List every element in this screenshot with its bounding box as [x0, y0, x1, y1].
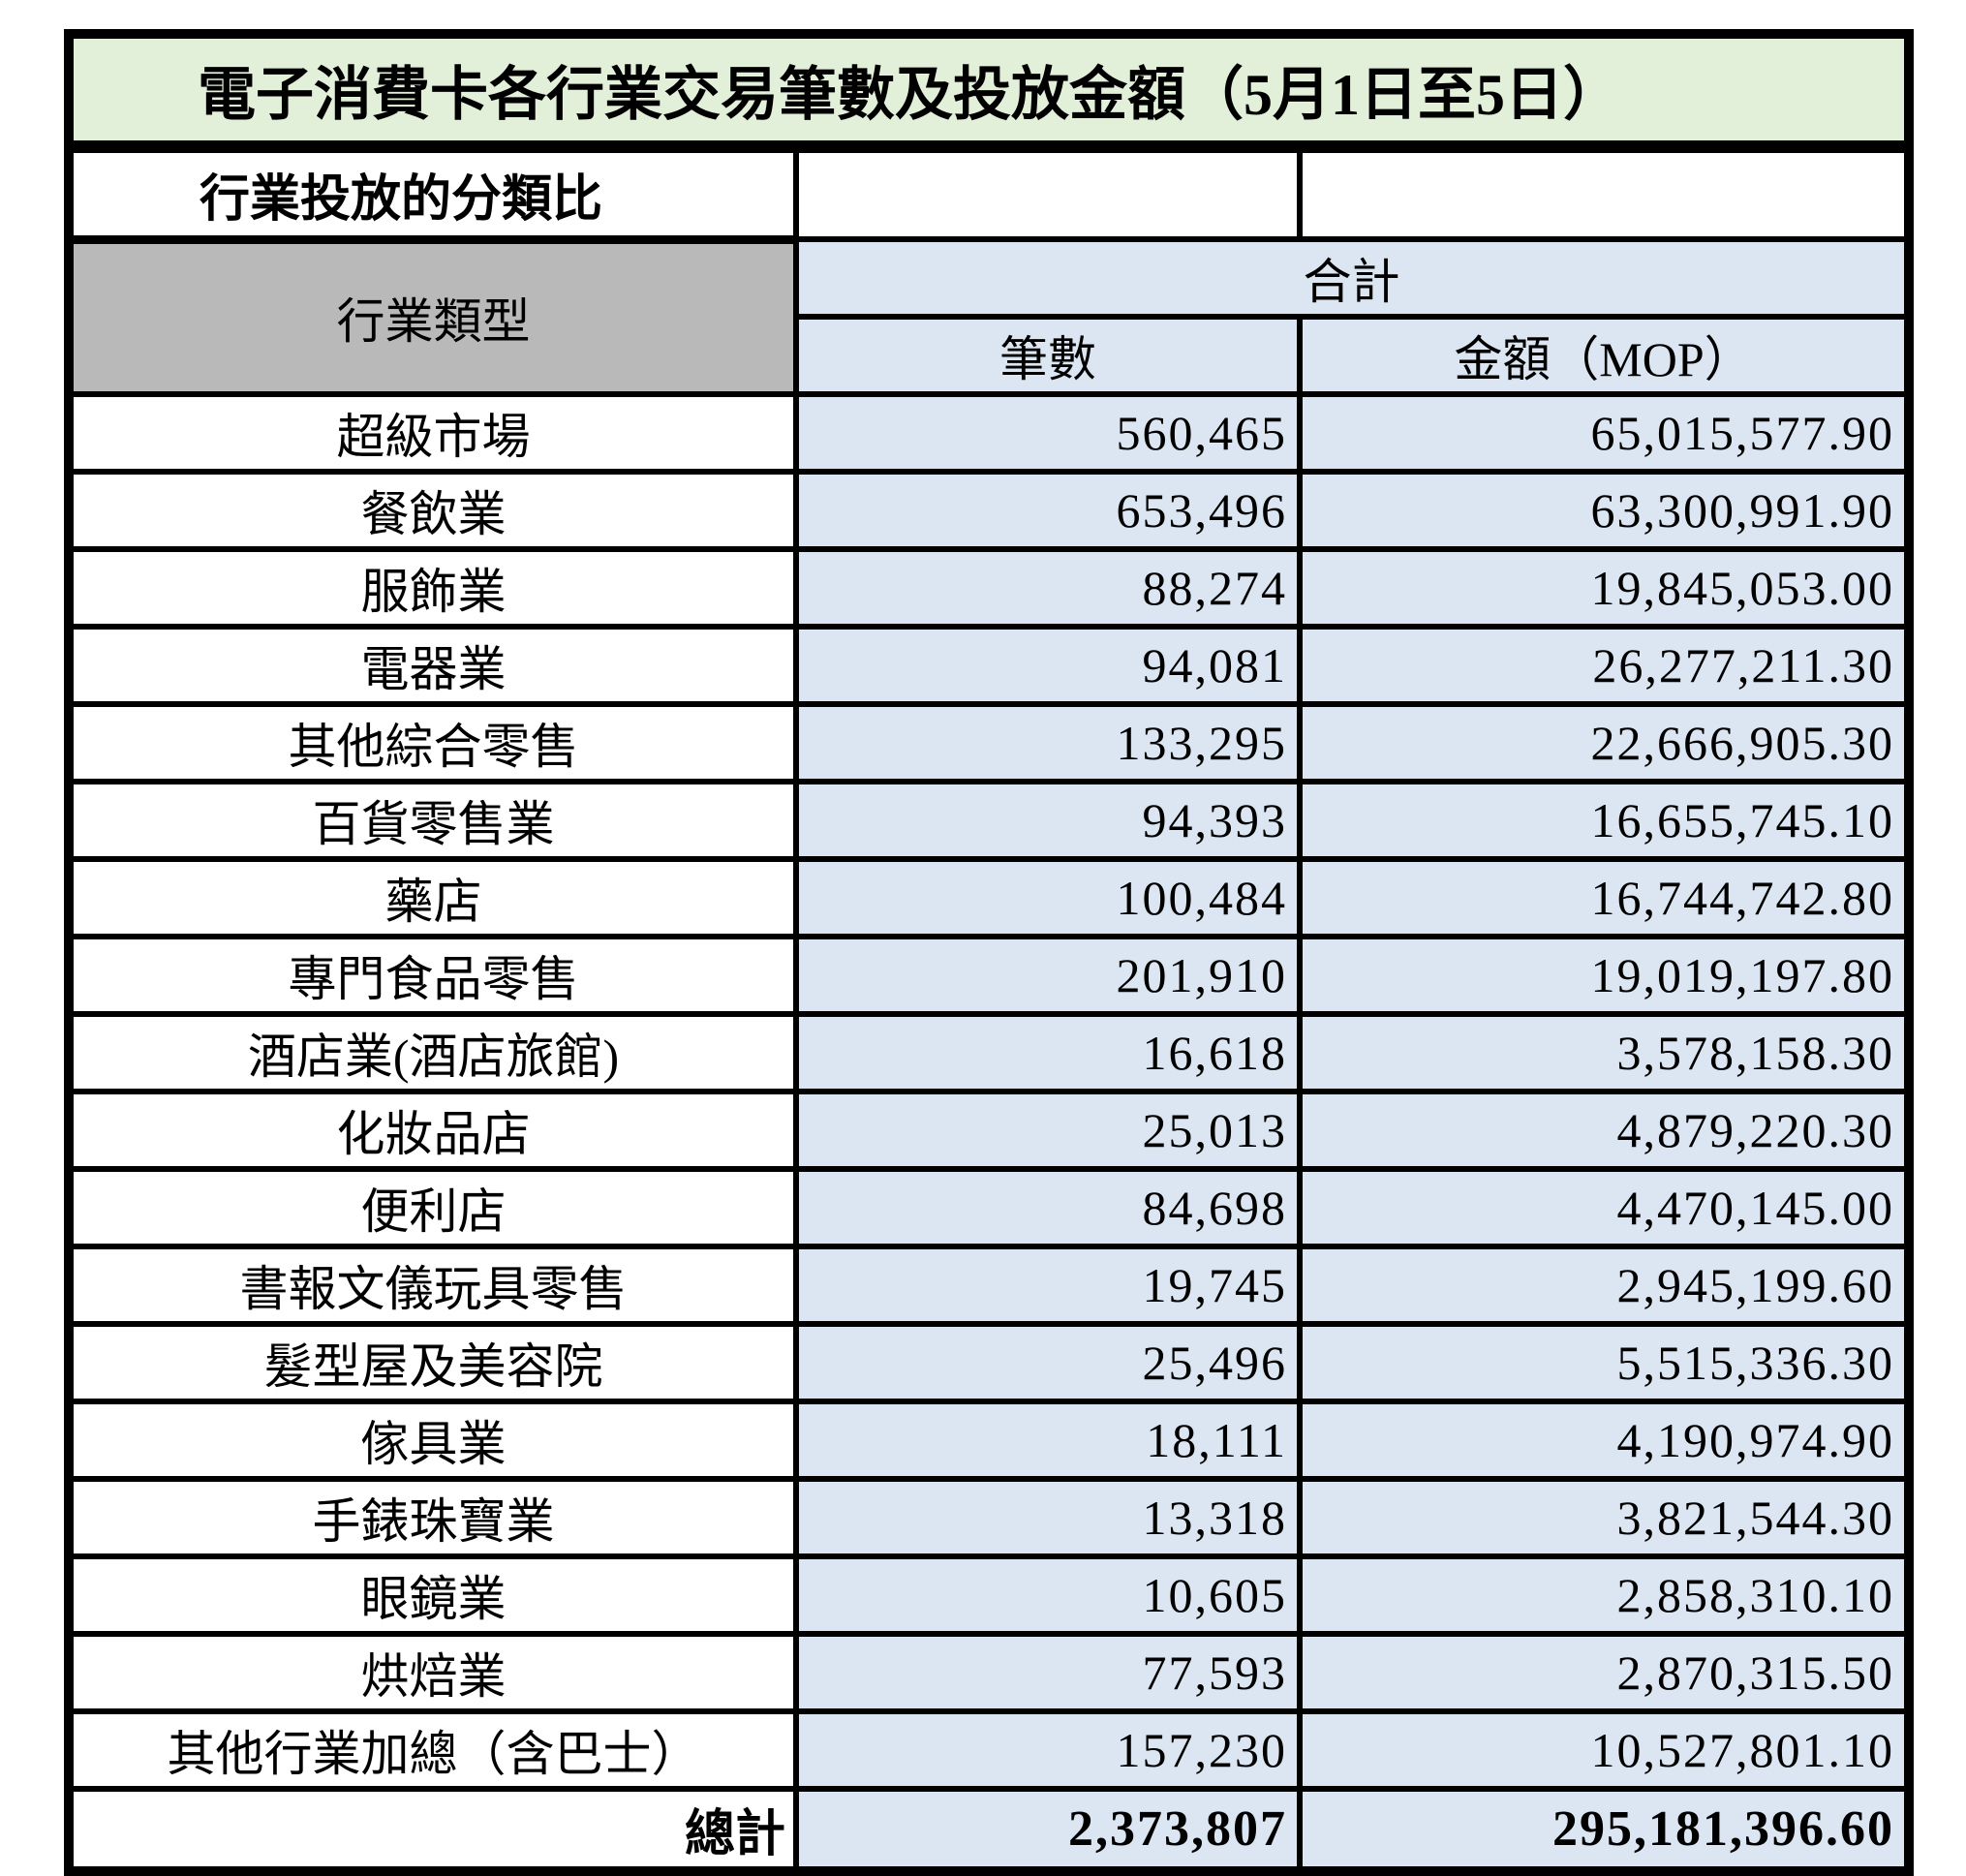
industry-name-cell: 烘焙業: [66, 1631, 799, 1714]
amount-value-cell: 2,858,310.10: [1296, 1553, 1913, 1637]
table-row: 電器業 94,081 26,277,211.30: [66, 624, 1913, 707]
table-row: 專門食品零售 201,910 19,019,197.80: [66, 934, 1913, 1017]
amount-value-cell: 3,578,158.30: [1296, 1011, 1913, 1094]
count-value-cell: 88,274: [793, 546, 1303, 630]
count-value-cell: 25,496: [793, 1321, 1303, 1404]
amount-value-cell: 10,527,801.10: [1296, 1708, 1913, 1792]
table-row: 餐飲業 653,496 63,300,991.90: [66, 469, 1913, 552]
amount-value-cell: 4,879,220.30: [1296, 1089, 1913, 1172]
count-value-cell: 16,618: [793, 1011, 1303, 1094]
industry-name-cell: 藥店: [66, 856, 799, 939]
industry-name-cell: 傢具業: [66, 1399, 799, 1482]
empty-cell: [1296, 143, 1913, 242]
amount-value-cell: 16,655,745.10: [1296, 779, 1913, 862]
industry-name-cell: 便利店: [66, 1166, 799, 1249]
section-row: 行業投放的分類比: [66, 143, 1913, 244]
industry-name-cell: 其他綜合零售: [66, 701, 799, 784]
table-row: 其他行業加總（含巴士） 157,230 10,527,801.10: [66, 1708, 1913, 1792]
amount-value-cell: 63,300,991.90: [1296, 469, 1913, 552]
count-header: 筆數: [793, 314, 1303, 397]
table-row: 酒店業(酒店旅館) 16,618 3,578,158.30: [66, 1011, 1913, 1094]
table-row: 藥店 100,484 16,744,742.80: [66, 856, 1913, 939]
table-row: 服飾業 88,274 19,845,053.00: [66, 546, 1913, 630]
total-amount-value: 295,181,396.60: [1296, 1786, 1913, 1874]
count-value-cell: 560,465: [793, 391, 1303, 475]
industry-name-cell: 手錶珠寶業: [66, 1476, 799, 1559]
count-value-cell: 100,484: [793, 856, 1303, 939]
amount-value-cell: 16,744,742.80: [1296, 856, 1913, 939]
amount-value-cell: 19,845,053.00: [1296, 546, 1913, 630]
industry-name-cell: 服飾業: [66, 546, 799, 630]
page-title: 電子消費卡各行業交易筆數及投放金額（5月1日至5日）: [65, 31, 1913, 153]
total-label: 總計: [66, 1786, 799, 1874]
count-value-cell: 653,496: [793, 469, 1303, 552]
industry-name-cell: 書報文儀玩具零售: [66, 1244, 799, 1327]
industry-transactions-table: 電子消費卡各行業交易筆數及投放金額（5月1日至5日） 行業投放的分類比 行業類型…: [64, 29, 1915, 1876]
amount-header: 金額（MOP）: [1296, 314, 1913, 397]
industry-name-cell: 餐飲業: [66, 469, 799, 552]
amount-value-cell: 2,870,315.50: [1296, 1631, 1913, 1714]
table-row: 書報文儀玩具零售 19,745 2,945,199.60: [66, 1244, 1913, 1327]
amount-value-cell: 4,470,145.00: [1296, 1166, 1913, 1249]
total-row: 總計 2,373,807 295,181,396.60: [66, 1786, 1913, 1874]
count-value-cell: 77,593: [793, 1631, 1303, 1714]
table-row: 傢具業 18,111 4,190,974.90: [66, 1399, 1913, 1482]
table-row: 烘焙業 77,593 2,870,315.50: [66, 1631, 1913, 1714]
amount-value-cell: 22,666,905.30: [1296, 701, 1913, 784]
amount-value-cell: 5,515,336.30: [1296, 1321, 1913, 1404]
industry-name-cell: 電器業: [66, 624, 799, 707]
group-header-row: 行業類型 合計: [66, 236, 1913, 397]
group-total-header: 合計: [792, 236, 1913, 320]
count-value-cell: 19,745: [793, 1244, 1303, 1327]
table-row: 百貨零售業 94,393 16,655,745.10: [66, 779, 1913, 862]
industry-name-cell: 百貨零售業: [66, 779, 799, 862]
table-row: 超級市場 560,465 65,015,577.90: [66, 391, 1913, 475]
amount-value-cell: 65,015,577.90: [1296, 391, 1913, 475]
sub-header-row: 筆數 金額（MOP）: [69, 314, 1913, 397]
table-row: 髮型屋及美容院 25,496 5,515,336.30: [66, 1321, 1913, 1404]
industry-type-header: 行業類型: [66, 236, 799, 397]
count-value-cell: 18,111: [793, 1399, 1303, 1482]
industry-name-cell: 專門食品零售: [66, 934, 799, 1017]
industry-name-cell: 酒店業(酒店旅館): [66, 1011, 799, 1094]
amount-value-cell: 4,190,974.90: [1296, 1399, 1913, 1482]
table-row: 其他綜合零售 133,295 22,666,905.30: [66, 701, 1913, 784]
amount-value-cell: 19,019,197.80: [1296, 934, 1913, 1017]
industry-name-cell: 化妝品店: [66, 1089, 799, 1172]
total-count-value: 2,373,807: [793, 1786, 1303, 1874]
industry-name-cell: 髮型屋及美容院: [66, 1321, 799, 1404]
table-row: 便利店 84,698 4,470,145.00: [66, 1166, 1913, 1249]
count-value-cell: 201,910: [793, 934, 1303, 1017]
count-value-cell: 10,605: [793, 1553, 1303, 1637]
industry-name-cell: 眼鏡業: [66, 1553, 799, 1637]
table-row: 眼鏡業 10,605 2,858,310.10: [66, 1553, 1913, 1637]
empty-cell: [793, 143, 1303, 242]
count-value-cell: 25,013: [793, 1089, 1303, 1172]
amount-value-cell: 2,945,199.60: [1296, 1244, 1913, 1327]
count-value-cell: 133,295: [793, 701, 1303, 784]
count-value-cell: 157,230: [793, 1708, 1303, 1792]
count-value-cell: 13,318: [793, 1476, 1303, 1559]
table-row: 化妝品店 25,013 4,879,220.30: [66, 1089, 1913, 1172]
count-value-cell: 94,393: [793, 779, 1303, 862]
title-row: 電子消費卡各行業交易筆數及投放金額（5月1日至5日）: [65, 31, 1913, 153]
count-value-cell: 84,698: [793, 1166, 1303, 1249]
industry-rows: 超級市場 560,465 65,015,577.90 餐飲業 653,496 63,300…: [66, 391, 1913, 1792]
count-value-cell: 94,081: [793, 624, 1303, 707]
amount-value-cell: 26,277,211.30: [1296, 624, 1913, 707]
section-label: 行業投放的分類比: [66, 143, 799, 244]
table-row: 手錶珠寶業 13,318 3,821,544.30: [66, 1476, 1913, 1559]
industry-name-cell: 超級市場: [66, 391, 799, 475]
amount-value-cell: 3,821,544.30: [1296, 1476, 1913, 1559]
industry-name-cell: 其他行業加總（含巴士）: [66, 1708, 799, 1792]
